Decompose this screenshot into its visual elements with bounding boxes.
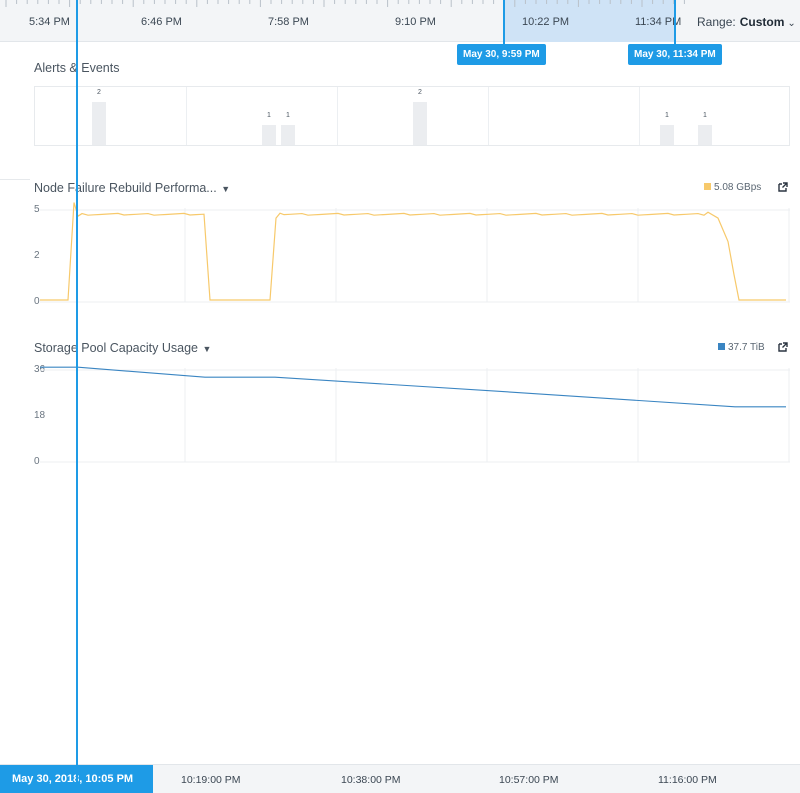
timeline-tick: 9:10 PM xyxy=(395,16,436,28)
timeline-ticks xyxy=(5,0,685,7)
capacity-series-line xyxy=(40,366,786,408)
event-count: 1 xyxy=(267,112,271,119)
capacity-chart: 36 18 0 xyxy=(34,364,790,467)
event-count: 1 xyxy=(703,112,707,119)
timeline-tick: 6:46 PM xyxy=(141,16,182,28)
capacity-chart-title[interactable]: Storage Pool Capacity Usage ▼ xyxy=(34,341,211,355)
timeline-bar[interactable]: 5:34 PM 6:46 PM 7:58 PM 9:10 PM 10:22 PM… xyxy=(0,0,800,42)
selection-start-flag: May 30, 9:59 PM xyxy=(457,44,546,65)
event-bar[interactable] xyxy=(262,125,276,145)
alerts-events-chart: 2 1 1 2 1 1 xyxy=(34,86,790,146)
timeline-tick: 7:58 PM xyxy=(268,16,309,28)
event-count: 2 xyxy=(97,89,101,96)
event-count: 2 xyxy=(418,89,422,96)
rebuild-legend: 5.08 GBps xyxy=(704,182,761,193)
timeline-tick: 5:34 PM xyxy=(29,16,70,28)
external-link-icon[interactable] xyxy=(778,182,788,192)
grid-line xyxy=(186,87,187,145)
y-tick-label: 2 xyxy=(34,250,40,261)
bottom-tick: 10:19:00 PM xyxy=(181,774,241,786)
y-tick-label: 5 xyxy=(34,204,40,215)
rebuild-chart-title[interactable]: Node Failure Rebuild Performa... ▼ xyxy=(34,181,230,195)
chevron-down-icon: ▼ xyxy=(218,184,231,194)
capacity-title-text: Storage Pool Capacity Usage xyxy=(34,341,198,355)
external-link-icon[interactable] xyxy=(778,342,788,352)
bottom-tick: 10:57:00 PM xyxy=(499,774,559,786)
event-count: 1 xyxy=(665,112,669,119)
event-bar[interactable] xyxy=(92,102,106,145)
selection-end-handle[interactable] xyxy=(674,0,676,50)
legend-swatch xyxy=(718,343,725,350)
time-cursor-line[interactable] xyxy=(76,0,78,793)
timeline-tick: 10:22 PM xyxy=(522,16,570,28)
divider xyxy=(0,179,30,180)
y-tick-label: 0 xyxy=(34,456,40,467)
event-bar[interactable] xyxy=(413,102,427,145)
rebuild-title-text: Node Failure Rebuild Performa... xyxy=(34,181,217,195)
event-bar[interactable] xyxy=(281,125,295,145)
selection-end-flag: May 30, 11:34 PM xyxy=(628,44,722,65)
capacity-legend-value: 37.7 TiB xyxy=(728,342,765,353)
cursor-time-bar: May 30, 2018, 10:05 PM 10:19:00 PM 10:38… xyxy=(0,764,800,793)
range-value: Custom xyxy=(739,15,785,29)
grid-line xyxy=(337,87,338,145)
selection-start-handle[interactable] xyxy=(503,0,505,50)
chevron-down-icon: ⌄ xyxy=(787,18,796,29)
range-selector[interactable]: Range: Custom ⌄ xyxy=(697,15,796,29)
y-tick-label: 0 xyxy=(34,296,40,307)
rebuild-series-line xyxy=(40,202,786,301)
rebuild-legend-value: 5.08 GBps xyxy=(714,182,762,193)
event-bar[interactable] xyxy=(698,125,712,145)
bottom-tick: 11:16:00 PM xyxy=(658,774,717,786)
grid-line xyxy=(639,87,640,145)
grid-line xyxy=(488,87,489,145)
event-bar[interactable] xyxy=(660,125,674,145)
event-count: 1 xyxy=(286,112,290,119)
y-tick-label: 18 xyxy=(34,410,46,421)
timeline-tick: 11:34 PM xyxy=(635,16,682,28)
timeline-selection[interactable] xyxy=(503,0,675,42)
legend-swatch xyxy=(704,183,711,190)
rebuild-chart: 5 2 0 xyxy=(34,202,790,307)
bottom-tick: 10:38:00 PM xyxy=(341,774,401,786)
chevron-down-icon: ▼ xyxy=(199,344,212,354)
capacity-legend: 37.7 TiB xyxy=(718,342,765,353)
y-tick-label: 36 xyxy=(34,364,46,375)
range-label: Range: xyxy=(697,15,736,29)
